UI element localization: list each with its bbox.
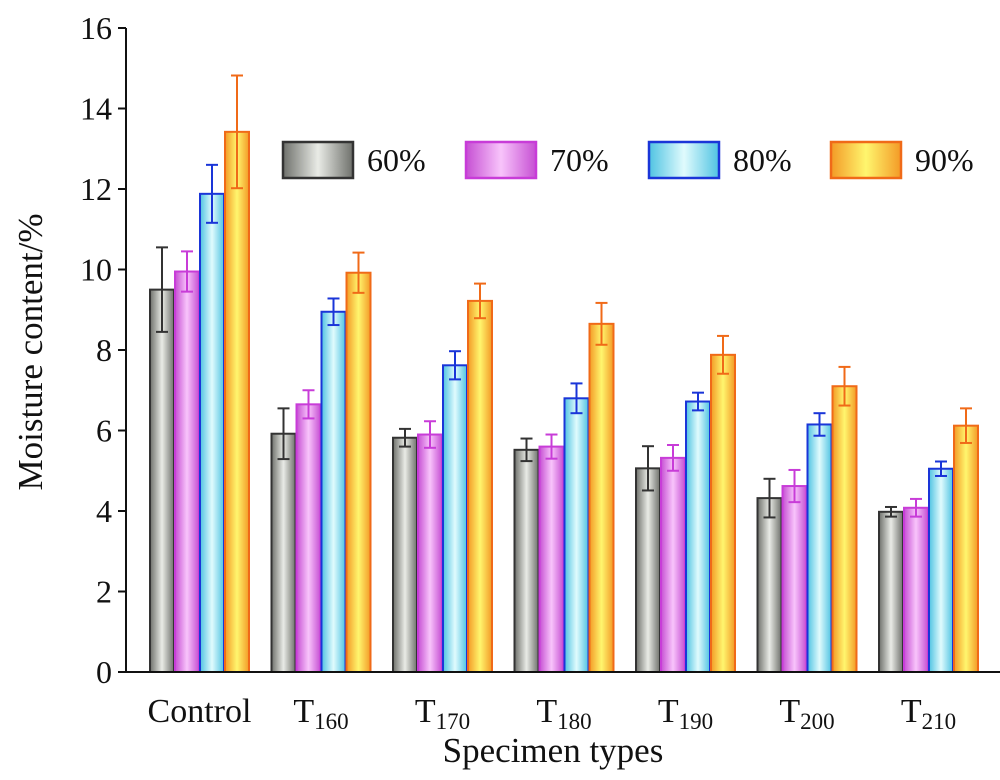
bar-t160-70pct [295,403,322,673]
y-tick-label: 10 [80,252,112,288]
bar-t180-80pct [563,397,590,673]
bar-t190-90pct [710,353,736,673]
error-bar-control-60pct [156,246,168,333]
bars-layer [149,74,979,674]
y-ticks: 0 2 4 6 8 10 12 14 16 [80,10,126,690]
x-tick-label: T180 [536,693,591,734]
bar-t180-60pct [513,448,540,673]
error-bar-t180-90pct [595,301,608,346]
x-tick-label: T210 [901,693,956,734]
bar-t210-60pct [878,510,904,673]
error-bar-t210-80pct [935,460,947,477]
bar-t190-80pct [685,400,711,673]
x-tick-label: T190 [658,693,713,734]
legend-swatch [829,140,903,180]
bar-t180-90pct [588,322,615,673]
legend-swatch [464,140,538,180]
bar-t180-70pct [538,445,565,673]
bar-t170-60pct [392,436,418,673]
error-bar-t180-60pct [520,437,533,463]
error-bar-control-70pct [181,250,193,293]
legend-item-60pct: 60% [281,140,426,180]
legend-label: 80% [733,142,792,178]
error-bar-t170-90pct [474,282,486,320]
bar-t170-80pct [442,364,468,673]
x-tick-label: T170 [415,693,470,734]
bar-control-60pct [149,288,175,673]
x-ticks: Control T160 T170 T180 T190 T200 T210 [148,693,957,734]
bar-t170-70pct [417,433,443,673]
error-bar-t160-60pct [277,407,290,461]
error-bar-control-80pct [206,163,218,224]
bar-t170-90pct [467,299,493,673]
legend-label: 60% [367,142,426,178]
x-axis-label: Specimen types [443,731,664,770]
bar-t160-60pct [270,432,297,673]
bar-t160-80pct [320,310,347,673]
bar-t200-70pct [781,485,808,674]
bar-t210-80pct [928,467,954,673]
error-bar-t190-90pct [717,334,729,375]
legend-item-70pct: 70% [464,140,609,180]
x-tick-label: T160 [293,693,348,734]
bar-t190-60pct [635,467,661,673]
bar-t160-90pct [345,271,372,673]
y-tick-label: 12 [80,171,112,207]
y-tick-label: 6 [96,413,112,449]
bar-control-80pct [199,192,225,674]
bar-t210-70pct [903,506,929,673]
error-bar-t200-70pct [788,468,801,504]
error-bar-t160-80pct [327,297,340,327]
error-bar-t160-70pct [302,389,315,420]
y-tick-label: 4 [96,493,112,529]
legend-label: 90% [915,142,974,178]
legend-swatch [281,140,355,180]
legend: 60% 70% 80% 90% [281,140,974,180]
y-tick-label: 2 [96,574,112,610]
error-bar-t200-80pct [813,412,826,437]
y-tick-label: 0 [96,654,112,690]
error-bar-t210-90pct [960,407,972,444]
error-bar-t210-70pct [910,497,922,518]
bar-t200-80pct [806,423,833,673]
error-bar-t210-60pct [885,505,897,518]
error-bar-control-90pct [231,74,243,190]
error-bar-t200-90pct [838,365,851,407]
error-bar-t180-70pct [545,433,558,460]
bar-t200-90pct [831,385,858,673]
error-bar-t190-80pct [692,391,704,412]
error-bar-t190-70pct [667,443,679,472]
error-bar-t190-60pct [642,445,654,492]
error-bar-t170-70pct [424,420,436,449]
error-bar-t160-90pct [352,251,365,294]
y-tick-label: 14 [80,91,112,127]
bar-t200-60pct [756,497,783,673]
error-bar-t170-80pct [449,350,461,381]
y-axis-label: Moisture content/% [11,213,50,490]
x-tick-label: T200 [779,693,834,734]
error-bar-t180-80pct [570,382,583,415]
error-bar-t170-60pct [399,427,411,448]
y-tick-label: 16 [80,10,112,46]
legend-item-80pct: 80% [647,140,792,180]
error-bar-t200-60pct [763,477,776,519]
legend-label: 70% [550,142,609,178]
bar-t210-90pct [953,424,979,674]
x-tick-label: Control [148,693,252,730]
y-tick-label: 8 [96,332,112,368]
bar-t190-70pct [660,456,686,673]
bar-control-90pct [224,130,250,674]
legend-swatch [647,140,721,180]
bar-control-70pct [174,270,200,673]
legend-item-90pct: 90% [829,140,974,180]
